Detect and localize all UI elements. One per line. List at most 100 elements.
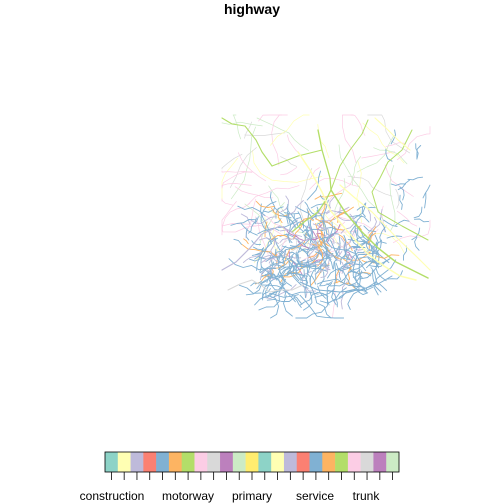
road-segment <box>373 147 408 165</box>
legend-color-box <box>271 452 285 472</box>
road-segment <box>293 214 304 232</box>
road-segment <box>274 235 281 251</box>
road-segment <box>413 206 423 219</box>
road-segment <box>414 236 420 251</box>
road-segment <box>337 242 341 255</box>
road-segment <box>230 219 256 226</box>
road-segment <box>326 240 355 254</box>
road-segment <box>397 179 410 191</box>
road-segment <box>309 178 361 190</box>
road-segment <box>262 282 271 301</box>
road-segment <box>342 114 357 164</box>
road-segment <box>262 201 277 212</box>
road-segment <box>320 259 330 279</box>
road-segment <box>424 192 427 209</box>
road-segment <box>335 245 340 258</box>
road-segment <box>324 256 333 266</box>
road-segment <box>316 278 357 287</box>
road-segment <box>256 266 287 289</box>
road-segment <box>287 213 292 244</box>
road-segment <box>396 126 431 161</box>
road-segment <box>300 269 305 280</box>
road-segment <box>403 245 407 261</box>
road-segment <box>315 261 326 280</box>
road-segment <box>321 234 366 255</box>
road-segment <box>230 126 256 200</box>
legend-color-box <box>335 452 349 472</box>
road-segment <box>286 200 304 218</box>
road-segment <box>277 273 293 287</box>
road-segment <box>396 210 418 227</box>
road-segment <box>291 129 332 233</box>
road-segment <box>287 260 300 282</box>
road-segment <box>221 201 237 236</box>
road-segment <box>275 206 284 219</box>
road-segment <box>319 281 333 287</box>
road-segment <box>309 167 320 181</box>
road-segment <box>277 242 310 257</box>
road-segment <box>237 205 266 217</box>
road-segment <box>260 214 272 240</box>
road-segment <box>308 248 323 259</box>
road-segment <box>370 267 379 286</box>
road-segment <box>297 240 310 249</box>
road-segment <box>328 196 335 210</box>
road-segment <box>221 121 263 127</box>
road-segment <box>374 117 411 151</box>
road-segment <box>304 228 324 241</box>
legend-color-box <box>386 452 400 472</box>
road-segment <box>390 183 407 186</box>
road-segment <box>280 156 298 167</box>
road-segment <box>347 288 365 310</box>
road-segment <box>228 258 277 271</box>
road-segment <box>245 279 269 296</box>
road-segment <box>302 242 317 250</box>
road-segment <box>221 198 234 206</box>
road-segment <box>416 145 422 160</box>
road-segment <box>271 114 283 166</box>
legend-color-box <box>232 452 246 472</box>
legend-color-box <box>168 452 182 472</box>
road-segment <box>340 213 355 234</box>
legend-color-box <box>130 452 144 472</box>
road-segment <box>283 295 293 317</box>
road-segment <box>279 238 300 243</box>
road-segment <box>277 210 283 224</box>
legend-color-box <box>283 452 298 472</box>
road-segment <box>286 203 289 225</box>
road-segment <box>337 261 356 271</box>
road-segment <box>362 122 405 164</box>
road-segment <box>338 144 384 222</box>
road-segment <box>221 223 257 227</box>
road-segment <box>254 216 259 225</box>
road-segment <box>389 164 396 232</box>
road-segment <box>344 276 365 288</box>
legend-label-trunk: trunk <box>352 489 380 503</box>
legend-color-box <box>258 452 272 472</box>
legend-label-construction: construction <box>79 489 145 503</box>
road-segment <box>323 231 338 262</box>
road-segment <box>242 251 262 263</box>
road-segment <box>275 248 285 265</box>
road-segment <box>251 242 272 256</box>
road-segment <box>221 170 253 173</box>
road-segment <box>250 280 263 287</box>
road-segment <box>307 255 330 268</box>
road-segment <box>336 215 354 222</box>
road-segment <box>266 296 296 302</box>
road-segment <box>372 246 390 264</box>
road-segment <box>299 168 313 221</box>
road-segment <box>359 234 372 246</box>
road-segment <box>293 297 302 308</box>
road-segment <box>267 294 280 319</box>
road-segment <box>244 132 286 136</box>
road-segment <box>290 259 311 267</box>
road-segment <box>254 247 265 260</box>
road-segment <box>251 240 262 246</box>
road-segment <box>271 207 290 217</box>
road-segment <box>311 275 316 285</box>
road-segment <box>240 213 251 224</box>
road-segment <box>310 203 331 209</box>
road-segment <box>227 279 306 293</box>
road-segment <box>297 151 417 281</box>
